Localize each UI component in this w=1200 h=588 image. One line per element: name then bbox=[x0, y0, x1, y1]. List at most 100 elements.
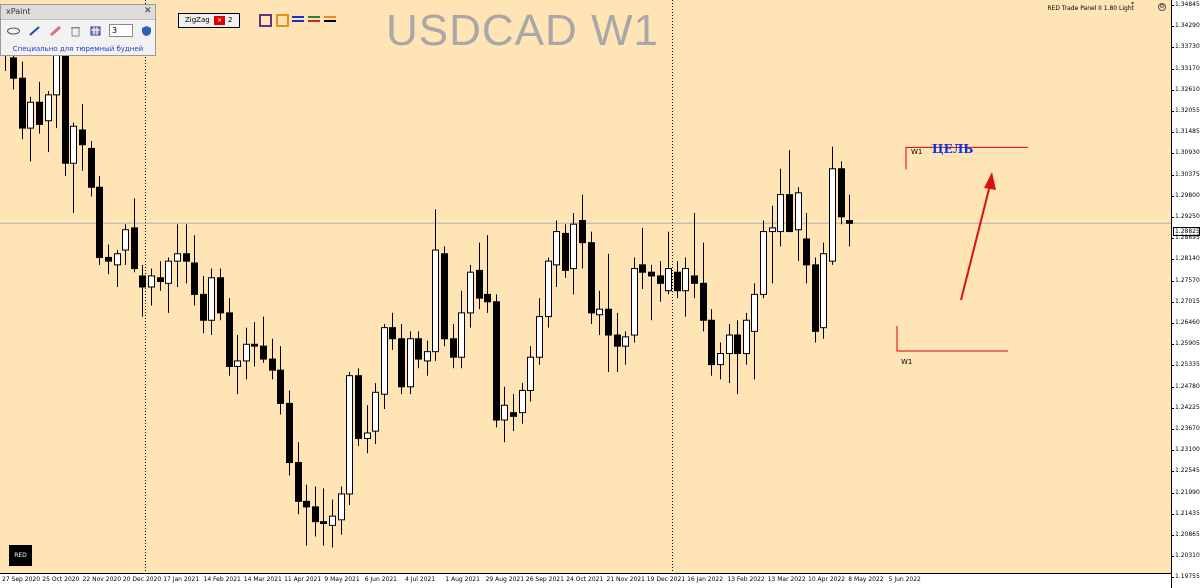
candle-body bbox=[165, 260, 172, 284]
up-arrow-shaft[interactable] bbox=[960, 184, 991, 301]
candle-body bbox=[62, 50, 69, 164]
candle bbox=[605, 253, 612, 373]
candle bbox=[639, 227, 646, 289]
candle-body bbox=[579, 219, 586, 244]
candle-body bbox=[829, 168, 836, 262]
candle bbox=[122, 224, 129, 265]
candle-body bbox=[519, 389, 526, 414]
candle bbox=[527, 346, 534, 402]
candle bbox=[562, 224, 569, 278]
candle bbox=[355, 368, 362, 446]
candle-body bbox=[217, 277, 224, 314]
blue-line-tool-icon[interactable] bbox=[292, 14, 304, 27]
candle-body bbox=[795, 192, 802, 231]
candle bbox=[519, 383, 526, 424]
candle-body bbox=[700, 282, 707, 321]
price-tick: 1.32610 bbox=[1171, 85, 1200, 93]
candle bbox=[588, 231, 595, 324]
time-tick: 29 Aug 2021 bbox=[485, 576, 525, 583]
candle bbox=[165, 257, 172, 313]
candle-body bbox=[820, 253, 827, 329]
candle bbox=[131, 198, 138, 273]
low-level-line[interactable] bbox=[896, 325, 1008, 352]
candle-body bbox=[295, 462, 302, 502]
candle-body bbox=[751, 293, 758, 332]
trash-icon[interactable] bbox=[69, 25, 82, 37]
price-tick: 1.28140 bbox=[1171, 255, 1200, 263]
time-tick: 6 Jun 2021 bbox=[364, 576, 397, 583]
time-tick: 26 Sep 2021 bbox=[525, 576, 564, 583]
time-tick: 21 Nov 2021 bbox=[606, 576, 645, 583]
candle bbox=[657, 261, 664, 302]
time-tick: 11 Apr 2021 bbox=[284, 576, 322, 583]
candle bbox=[631, 257, 638, 343]
time-tick: 14 Mar 2021 bbox=[243, 576, 282, 583]
shield-icon[interactable] bbox=[140, 25, 153, 37]
candle-body bbox=[338, 493, 345, 521]
candle-body bbox=[277, 369, 284, 404]
candle bbox=[320, 488, 327, 546]
settings-circle-icon[interactable]: ⚙ bbox=[1158, 3, 1166, 11]
candle-body bbox=[501, 404, 508, 421]
candle bbox=[432, 209, 439, 361]
pencil-icon[interactable] bbox=[28, 25, 41, 37]
candle-body bbox=[605, 308, 612, 336]
candle bbox=[760, 220, 767, 299]
candle bbox=[700, 242, 707, 332]
price-tick: 1.30375 bbox=[1171, 170, 1200, 178]
time-tick: 22 Nov 2020 bbox=[82, 576, 122, 583]
candle-body bbox=[260, 345, 267, 360]
eraser-icon[interactable] bbox=[49, 25, 62, 37]
candle bbox=[829, 146, 836, 265]
xpaint-header[interactable]: xPaint ✕ bbox=[1, 5, 155, 20]
chart-plot[interactable] bbox=[0, 0, 1171, 573]
time-tick: 8 May 2022 bbox=[848, 576, 884, 583]
candle bbox=[148, 268, 155, 306]
candle bbox=[407, 331, 414, 395]
candle bbox=[398, 323, 405, 395]
price-tick: 1.31485 bbox=[1171, 128, 1200, 136]
candle-body bbox=[346, 375, 353, 495]
candle bbox=[277, 346, 284, 415]
candle bbox=[545, 257, 552, 328]
candle-body bbox=[381, 327, 388, 395]
candle bbox=[364, 405, 371, 454]
candle bbox=[208, 268, 215, 336]
calendar-grid-icon[interactable] bbox=[89, 25, 102, 37]
candle bbox=[269, 338, 276, 380]
candle-body bbox=[631, 268, 638, 336]
price-tick: 1.24225 bbox=[1171, 403, 1200, 411]
candle-body bbox=[838, 168, 845, 218]
candle bbox=[777, 168, 784, 247]
chart-area[interactable]: USDCAD W1 RED Trade Panel II 1.80 Light … bbox=[0, 0, 1171, 573]
close-icon[interactable]: ✕ bbox=[144, 6, 152, 16]
candle bbox=[79, 104, 86, 171]
candle-body bbox=[665, 268, 672, 292]
price-tick: 1.30930 bbox=[1171, 149, 1200, 157]
purple-square-tool-icon[interactable] bbox=[259, 14, 272, 27]
candle-body bbox=[174, 253, 181, 262]
dash-line-tool-icon[interactable] bbox=[324, 14, 336, 27]
candle-body bbox=[441, 253, 448, 340]
trade-panel-name[interactable]: RED Trade Panel II 1.80 Light bbox=[1047, 5, 1134, 12]
red-badge[interactable]: RED bbox=[9, 545, 32, 566]
candle-body bbox=[320, 521, 327, 525]
candle bbox=[96, 176, 103, 265]
candle-body bbox=[148, 275, 155, 288]
candle bbox=[157, 261, 164, 291]
candle bbox=[769, 205, 776, 284]
candle bbox=[346, 372, 353, 506]
symbol-title: USDCAD W1 bbox=[386, 6, 660, 55]
price-tick: 1.33170 bbox=[1171, 64, 1200, 72]
zigzag-value[interactable]: 2 bbox=[228, 16, 233, 24]
line-width-input[interactable]: 3 bbox=[109, 24, 133, 37]
ellipse-icon[interactable] bbox=[7, 25, 20, 37]
zigzag-toggle[interactable]: ✕ bbox=[214, 16, 225, 25]
orange-square-tool-icon[interactable] bbox=[276, 14, 289, 27]
time-axis: 27 Sep 2020 25 Oct 2020 22 Nov 2020 20 Dec … bbox=[0, 573, 1171, 588]
time-tick: 24 Oct 2021 bbox=[566, 576, 604, 583]
target-level-line[interactable] bbox=[905, 146, 1028, 170]
zigzag-control[interactable]: ZigZag ✕ 2 bbox=[178, 13, 240, 28]
green-line-tool-icon[interactable] bbox=[308, 14, 320, 27]
candle-body bbox=[27, 101, 34, 129]
